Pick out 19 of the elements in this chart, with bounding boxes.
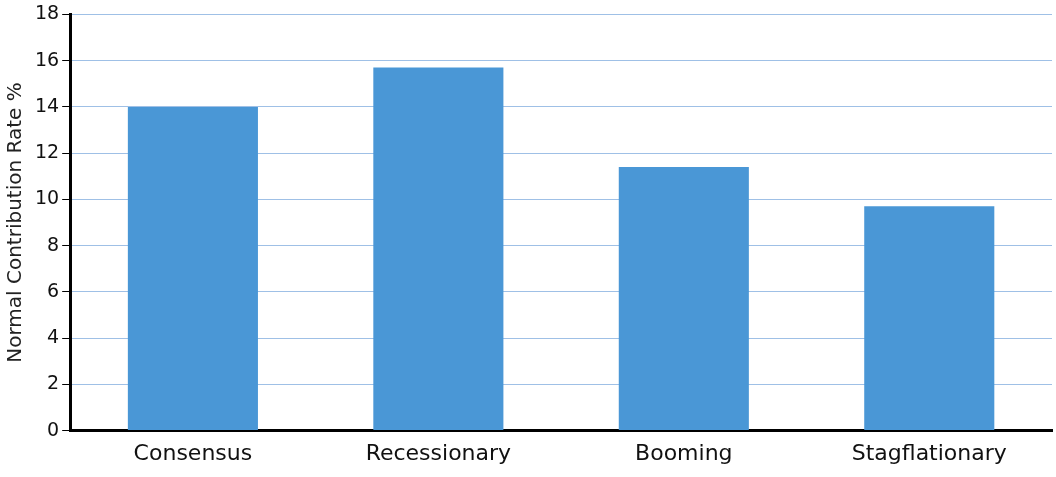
y-tick-label: 6: [47, 278, 60, 301]
x-tick-label: Stagflationary: [851, 439, 1007, 465]
bar: [618, 167, 749, 431]
bar: [127, 106, 258, 431]
y-tick-label: 16: [34, 47, 60, 70]
x-tick-label: Booming: [635, 439, 733, 465]
y-tick-label: 14: [34, 93, 60, 116]
y-tick-label: 8: [47, 232, 60, 255]
bar: [864, 206, 995, 431]
x-tick-label: Consensus: [133, 439, 253, 465]
y-tick-label: 10: [34, 186, 60, 209]
y-tick-label: 2: [47, 371, 60, 394]
x-tick-label: Recessionary: [365, 439, 512, 465]
y-tick-label: 0: [47, 417, 60, 440]
y-tick-label: 18: [34, 1, 60, 24]
y-axis-title: Normal Contribution Rate %: [2, 82, 27, 363]
y-tick-label: 12: [34, 140, 60, 163]
bar: [373, 67, 504, 431]
y-tick-label: 4: [47, 325, 60, 348]
